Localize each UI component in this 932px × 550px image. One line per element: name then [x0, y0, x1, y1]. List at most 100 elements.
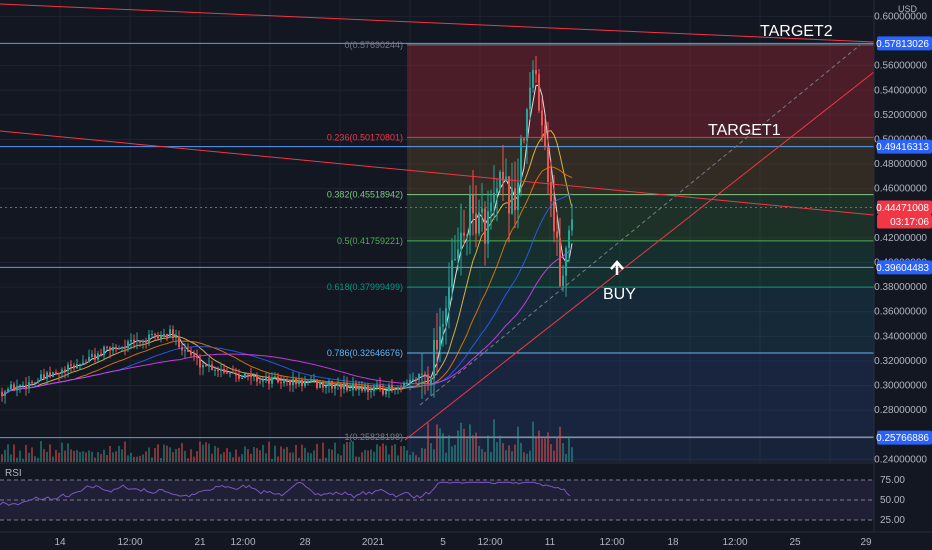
candle-body	[262, 379, 264, 382]
candle-body	[535, 69, 537, 75]
candle-body	[466, 235, 468, 237]
volume-bar	[340, 455, 342, 462]
volume-bar	[178, 447, 180, 462]
volume-bar	[28, 452, 30, 462]
candle-body	[217, 369, 219, 371]
candle-body	[202, 365, 204, 368]
candle-body	[301, 379, 303, 387]
volume-bar	[277, 456, 279, 462]
rsi-tick-label: 50.00	[880, 495, 905, 506]
candle-body	[565, 247, 567, 276]
candle-body	[181, 347, 183, 351]
price-badge-label: 03:17:06	[890, 217, 929, 228]
time-tick-label: 14	[54, 537, 66, 548]
price-tick-label: 0.52000000	[874, 110, 927, 121]
volume-bar	[244, 446, 246, 462]
volume-bar	[310, 453, 312, 462]
time-tick-label: 11	[545, 537, 556, 548]
volume-bar	[40, 441, 42, 462]
candle-body	[547, 146, 549, 182]
volume-bar	[235, 449, 237, 462]
volume-bar	[292, 452, 294, 462]
volume-bar	[451, 446, 453, 462]
volume-bar	[313, 450, 315, 462]
candle-body	[1, 391, 3, 397]
candle-body	[256, 375, 258, 382]
volume-bar	[208, 443, 210, 462]
volume-bar	[22, 458, 24, 462]
fib-level-label: 0.5(0.41759221)	[337, 236, 403, 246]
trend-line-upper	[0, 3, 875, 43]
volume-bar	[82, 451, 84, 462]
volume-bar	[172, 452, 174, 462]
time-axis[interactable]: 14 12:00 21 12:00 28 2021 5 12:00 11 12:00 18 12:00…	[0, 531, 932, 548]
volume-bar	[52, 456, 54, 462]
candle-body	[442, 324, 444, 327]
candle-body	[559, 237, 561, 286]
trend-line-support	[404, 71, 875, 441]
volume-bar	[280, 446, 282, 462]
candle-body	[91, 354, 93, 357]
time-tick-label: 12:00	[477, 537, 502, 548]
volume-bar	[412, 451, 414, 462]
volume-bar	[88, 450, 90, 462]
candle-body	[475, 213, 477, 234]
volume-bar	[466, 438, 468, 462]
candle-body	[82, 362, 84, 364]
candle-body	[454, 259, 456, 261]
volume-bar	[169, 447, 171, 462]
candle-body	[22, 384, 24, 386]
fib-level-label: 0.236(0.50170801)	[327, 132, 403, 142]
volume-bar	[19, 450, 21, 462]
candle-body	[58, 373, 60, 375]
volume-bar	[448, 435, 450, 462]
volume-bar	[445, 452, 447, 462]
volume-bar	[553, 450, 555, 462]
candle-body	[145, 340, 147, 343]
volume-bar	[454, 444, 456, 462]
candle-body	[313, 379, 315, 381]
price-badge-label: 0.49416313	[876, 142, 929, 153]
candle-body	[160, 336, 162, 339]
candle-body	[502, 171, 504, 181]
candle-body	[514, 188, 516, 211]
price-badge	[877, 139, 932, 154]
volume-bar	[388, 454, 390, 462]
volume-bar	[487, 435, 489, 462]
candle-body	[67, 364, 69, 372]
volume-bar	[367, 450, 369, 462]
volume-bar	[154, 448, 156, 462]
trend-lines[interactable]	[0, 3, 875, 441]
candle-body	[385, 391, 387, 395]
candle-body	[397, 388, 399, 390]
volume-bar	[460, 422, 462, 462]
candle-body	[100, 353, 102, 355]
candle-body	[238, 375, 240, 379]
candle-body	[211, 364, 213, 371]
candle-body	[511, 188, 513, 214]
volume-bar	[70, 449, 72, 462]
candle-body	[337, 383, 339, 386]
price-badge-label: 0.57813026	[876, 39, 929, 50]
time-tick-label: 12:00	[722, 537, 747, 548]
volume-bar	[175, 449, 177, 462]
volume-bar	[10, 454, 12, 462]
candle-body	[19, 385, 21, 387]
candle-body	[187, 350, 189, 352]
volume-bar	[1, 454, 3, 462]
candle-body	[241, 377, 243, 379]
price-axis[interactable]: 0.60000000 0.56000000 0.54000000 0.52000000…	[873, 0, 932, 532]
candle-body	[280, 382, 282, 384]
candle-body	[352, 383, 354, 391]
candle-body	[193, 354, 195, 356]
volume-bar	[91, 451, 93, 462]
volume-bar	[559, 426, 561, 462]
volume-bar	[556, 436, 558, 462]
candle-body	[484, 208, 486, 244]
volume-bar	[193, 456, 195, 462]
candle-body	[322, 382, 324, 388]
candle-body	[394, 389, 396, 391]
volume-bar	[421, 448, 423, 462]
volume-bar	[403, 445, 405, 462]
